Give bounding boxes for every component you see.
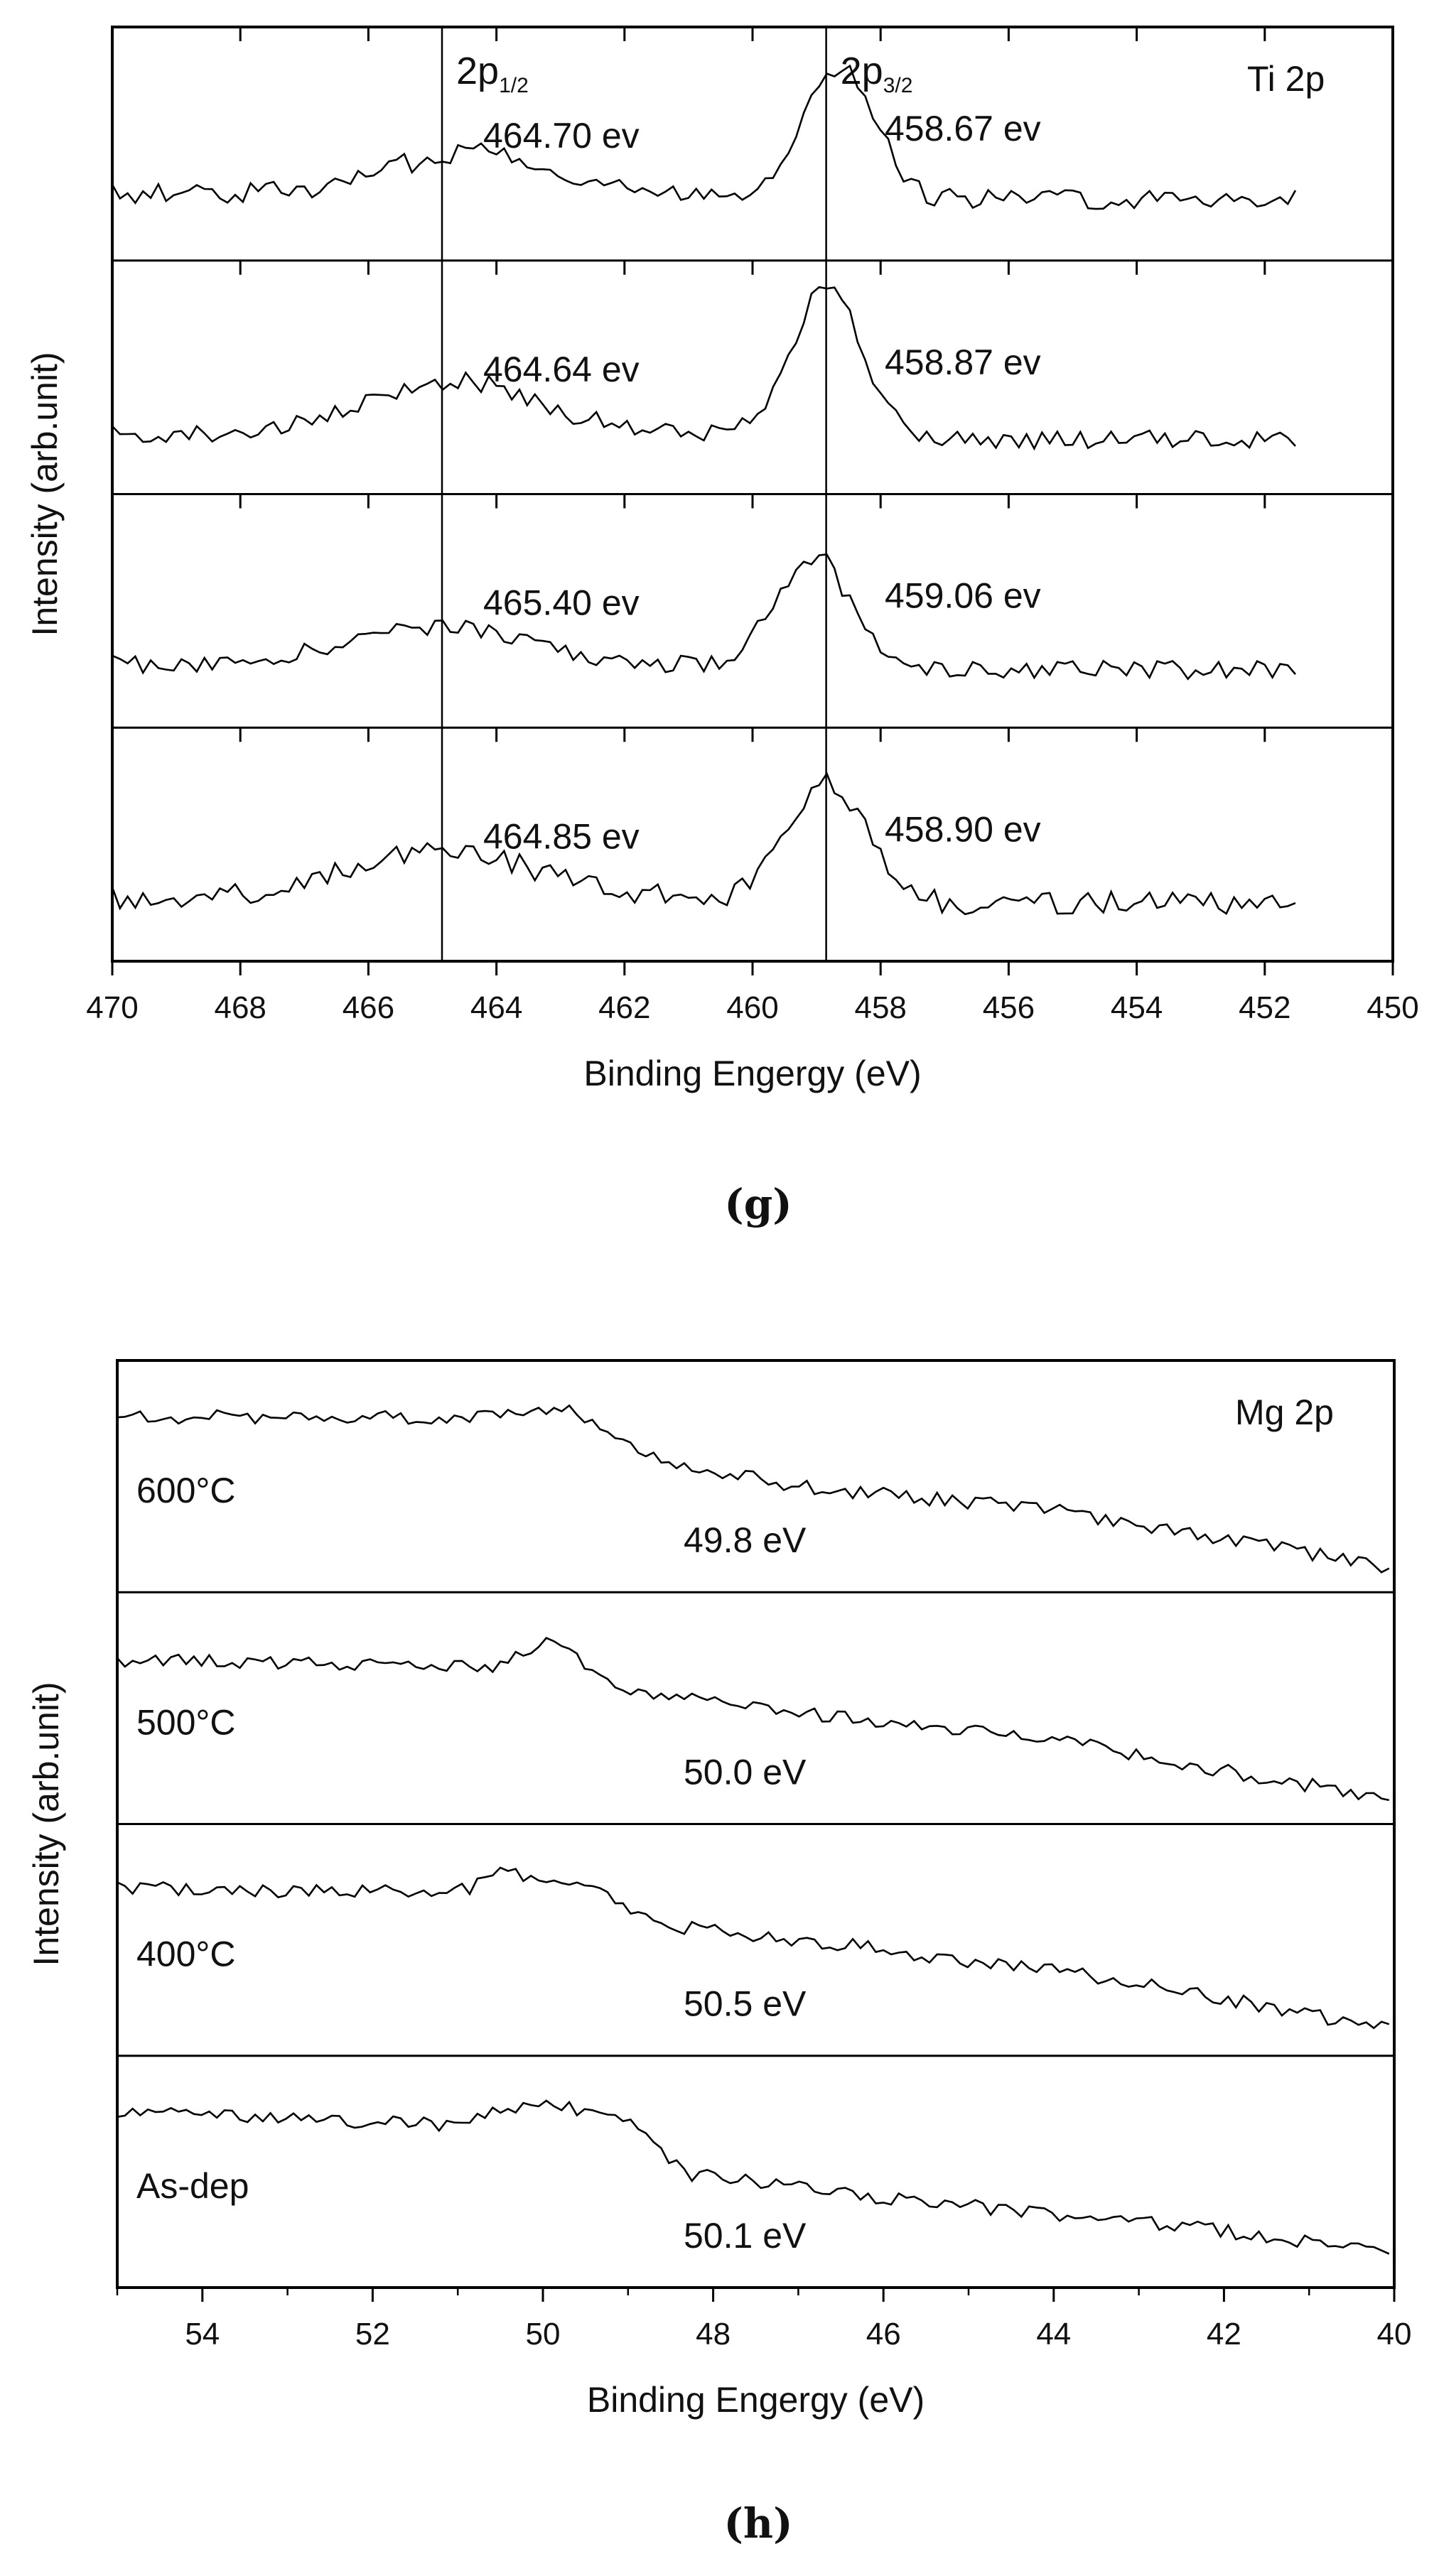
peak-label: 49.8 eV: [684, 1520, 807, 1560]
x-tick-label: 54: [185, 2317, 220, 2352]
reference-label: 2p1/2: [456, 50, 529, 97]
peak-label: 465.40 ev: [483, 583, 640, 623]
x-tick-label: 456: [983, 990, 1035, 1025]
x-tick-label: 48: [696, 2317, 731, 2352]
chart-mg-2p: 54 52 50 48 46 44 42 40 Mg 2p 600°C 49.8 eV 500°C 50…: [26, 1359, 1412, 2548]
series-line-400°C: [117, 1866, 1390, 2030]
x-tick-label: 50: [526, 2317, 561, 2352]
x-tick-label: 462: [598, 990, 650, 1025]
peak-label: 464.70 ev: [483, 116, 640, 156]
x-tick-label: 466: [343, 990, 394, 1025]
reference-label: 2p3/2: [841, 50, 913, 97]
x-tick-label: 454: [1111, 990, 1163, 1025]
series-label: 600°C: [136, 1471, 236, 1510]
series-line-bottom: [111, 772, 1296, 916]
peak-label: 464.85 ev: [483, 816, 640, 856]
series-label: 500°C: [136, 1702, 236, 1742]
peak-label: 458.90 ev: [885, 809, 1041, 849]
x-tick-label: 452: [1239, 990, 1290, 1025]
series-line-top: [111, 64, 1297, 210]
x-tick-label: 52: [355, 2317, 390, 2352]
peak-label: 50.5 eV: [684, 1984, 807, 2024]
peak-label: 50.0 eV: [684, 1752, 807, 1792]
y-axis-label: Intensity (arb.unit): [26, 1682, 66, 1966]
peak-label: 459.06 ev: [885, 576, 1041, 616]
series-label: 400°C: [136, 1934, 236, 1974]
x-tick-label: 464: [470, 990, 522, 1025]
peak-label: 464.64 ev: [483, 350, 640, 389]
chart-title: Ti 2p: [1247, 59, 1325, 99]
x-tick-label: 44: [1036, 2317, 1071, 2352]
x-tick-label: 458: [854, 990, 906, 1025]
series-line-second: [112, 286, 1296, 451]
chart-ti-2p: 470 468 466 464 462 460 458 456 454 452 450 2p1/2 2p…: [25, 26, 1419, 1228]
peak-label: 458.67 ev: [885, 109, 1041, 148]
panel-caption: (g): [724, 1180, 792, 1228]
peak-label: 50.1 eV: [684, 2216, 807, 2256]
chart-title: Mg 2p: [1235, 1392, 1334, 1432]
x-tick-label: 460: [726, 990, 778, 1025]
x-tick-label: 468: [214, 990, 266, 1025]
peak-label: 458.87 ev: [885, 342, 1041, 382]
y-axis-label: Intensity (arb.unit): [25, 352, 65, 636]
x-axis-label: Binding Engergy (eV): [583, 1054, 921, 1093]
series-line-third: [112, 553, 1296, 681]
series-line-600°C: [117, 1404, 1390, 1574]
x-axis-label: Binding Engergy (eV): [587, 2380, 925, 2420]
panel-caption: (h): [723, 2499, 792, 2548]
series-line-As-dep: [117, 2099, 1390, 2255]
series-line-500°C: [117, 1637, 1390, 1802]
x-tick-label: 470: [86, 990, 138, 1025]
x-tick-label: 450: [1367, 990, 1418, 1025]
series-label: As-dep: [136, 2166, 249, 2206]
x-tick-label: 40: [1377, 2317, 1412, 2352]
x-tick-label: 42: [1207, 2317, 1241, 2352]
x-tick-label: 46: [866, 2317, 901, 2352]
